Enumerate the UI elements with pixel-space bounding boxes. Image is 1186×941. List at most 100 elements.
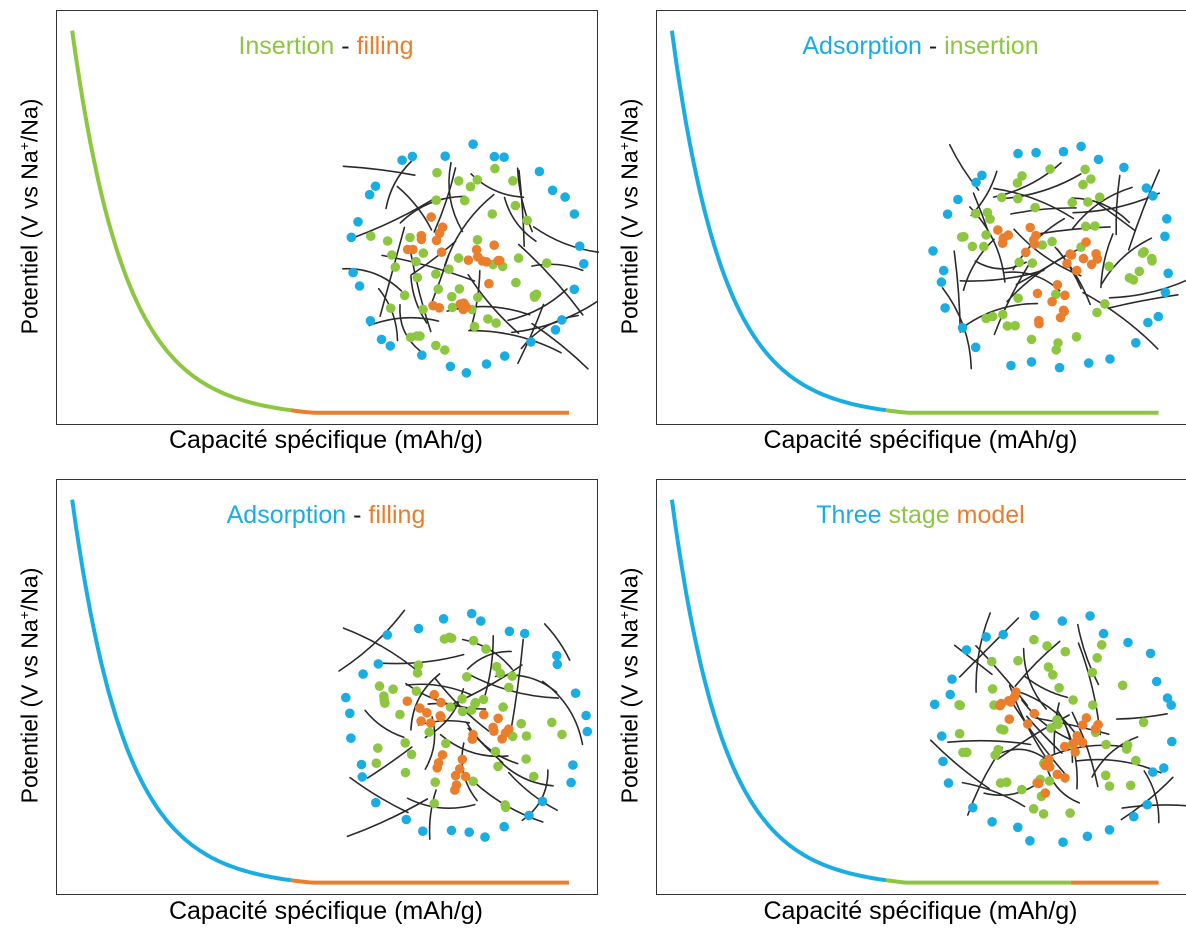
insertion-ion (1087, 667, 1098, 678)
insertion-ion (1078, 179, 1088, 190)
adsorbed-ion (364, 189, 375, 200)
filling-ion (479, 709, 489, 720)
insertion-ion (954, 728, 965, 739)
insertion-ion (472, 175, 483, 185)
filling-ion (1059, 741, 1070, 752)
insertion-ion (1013, 293, 1023, 304)
insertion-ion (1052, 715, 1062, 725)
curve-segment-insertion (885, 878, 1071, 885)
adsorbed-ion (1057, 616, 1068, 626)
carbon-layer (517, 303, 545, 365)
adsorbed-ion (346, 232, 357, 243)
insertion-ion (418, 248, 429, 258)
carbon-layer (1014, 640, 1061, 687)
carbon-layer (543, 623, 571, 661)
adsorbed-ion (1160, 287, 1171, 298)
carbon-layer (410, 275, 428, 324)
adsorbed-ion (1129, 811, 1139, 822)
adsorbed-ion (499, 821, 510, 832)
adsorbed-ion (371, 797, 381, 808)
adsorbed-ion (1162, 214, 1172, 224)
filling-ion (1081, 237, 1091, 247)
carbon-layer (531, 322, 589, 370)
adsorbed-ion (346, 733, 356, 743)
insertion-ion (993, 744, 1003, 755)
adsorbed-ion (940, 303, 950, 313)
filling-ion (426, 212, 437, 222)
insertion-ion (504, 682, 514, 693)
adsorbed-ion (1142, 799, 1153, 810)
filling-ion (1062, 258, 1072, 269)
adsorbed-ion (1153, 311, 1164, 322)
insertion-ion (529, 290, 540, 301)
insertion-ion (547, 717, 557, 728)
carbon-layer (1071, 197, 1131, 224)
insertion-ion (507, 731, 518, 742)
filling-ion (484, 278, 494, 289)
filling-ion (489, 240, 500, 250)
filling-ion (1033, 778, 1044, 789)
adsorbed-ion (1145, 648, 1156, 659)
insertion-ion (1104, 781, 1115, 791)
filling-ion (1081, 713, 1092, 723)
carbon-layer (975, 645, 1029, 707)
carbon-layer (499, 760, 554, 787)
adsorbed-ion (1162, 693, 1173, 703)
insertion-ion (1131, 755, 1141, 766)
insertion-ion (444, 264, 454, 274)
carbon-layer (541, 680, 584, 746)
adsorbed-ion (1076, 141, 1086, 152)
insertion-ion (430, 777, 441, 787)
filling-ion (996, 698, 1006, 709)
insertion-ion (395, 709, 405, 720)
insertion-ion (998, 309, 1008, 320)
insertion-ion (453, 253, 464, 263)
insertion-ion (1134, 266, 1145, 277)
carbon-layer (342, 165, 416, 176)
panel-title: Insertion - filling (56, 32, 596, 61)
carbon-layer (1120, 776, 1174, 821)
insertion-ion (1038, 809, 1049, 819)
insertion-ion (1030, 202, 1040, 213)
filling-ion (493, 255, 504, 266)
insertion-ion (1048, 670, 1058, 680)
insertion-ion (981, 313, 991, 324)
adsorbed-ion (1006, 360, 1016, 371)
adsorbed-ion (468, 139, 478, 149)
adsorbed-ion (504, 626, 515, 637)
carbon-layer (410, 240, 457, 276)
carbon-layer (517, 243, 584, 316)
adsorbed-ion (407, 151, 418, 162)
insertion-ion (1139, 247, 1149, 257)
adsorbed-ion (928, 246, 938, 256)
insertion-ion (1092, 307, 1102, 318)
adsorbed-ion (570, 688, 581, 698)
carbon-layer (983, 785, 1034, 796)
adsorbed-ion (466, 608, 477, 619)
adsorbed-ion (464, 827, 475, 837)
insertion-ion (466, 705, 477, 715)
insertion-ion (481, 644, 491, 654)
insertion-ion (440, 345, 450, 355)
adsorbed-ion (1083, 358, 1094, 368)
carbon-layer (947, 739, 1032, 746)
adsorbed-ion (968, 802, 978, 813)
insertion-ion (459, 195, 470, 206)
carbon-layer (1115, 174, 1121, 236)
filling-ion (416, 230, 427, 241)
insertion-ion (424, 727, 435, 737)
y-axis-label: Potentiel (V vs Na+/Na) (15, 98, 43, 334)
adsorbed-ion (560, 192, 570, 202)
insertion-ion (1042, 641, 1052, 651)
insertion-ion (1122, 740, 1133, 750)
curve-segment-adsorption (669, 499, 887, 883)
adsorbed-ion (370, 181, 381, 191)
adsorbed-ion (552, 650, 562, 661)
adsorbed-ion (1148, 191, 1158, 201)
adsorbed-ion (1026, 357, 1037, 367)
insertion-ion (493, 761, 503, 772)
insertion-ion (470, 697, 481, 708)
adsorbed-ion (526, 337, 536, 347)
adsorbed-ion (1141, 183, 1152, 193)
filling-ion (437, 222, 448, 232)
